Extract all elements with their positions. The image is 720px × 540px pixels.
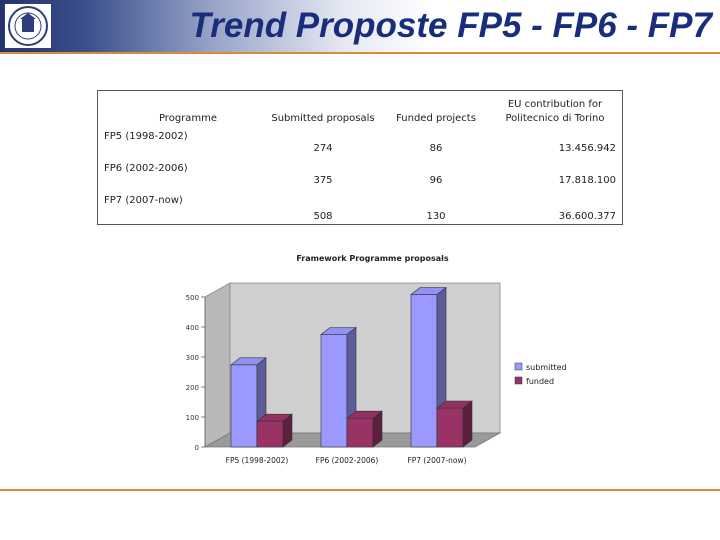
bar-submitted-0: [230, 357, 267, 448]
header-eu-line1: EU contribution for: [507, 99, 603, 110]
bar-top: [230, 357, 267, 366]
row-submitted: 375: [313, 175, 333, 186]
row-funded: 130: [426, 211, 446, 222]
y-tick-label: 400: [186, 324, 199, 332]
legend-label-submitted: submitted: [526, 363, 567, 372]
chart-floor: [203, 432, 502, 448]
bar-funded-0: [256, 413, 293, 448]
bar-front: [320, 334, 348, 448]
row-funded: 86: [429, 143, 443, 154]
slide-title: Trend Proposte FP5 - FP6 - FP7: [189, 6, 712, 45]
y-tick-label: 0: [195, 444, 199, 452]
y-tick-label: 100: [186, 414, 199, 422]
bar-front: [230, 364, 258, 448]
chart-title: Framework Programme proposals: [296, 254, 449, 263]
y-tick-label: 300: [186, 354, 199, 362]
header-band: [0, 0, 720, 52]
bar-funded-2: [436, 400, 473, 448]
x-tick-label: FP5 (1998-2002): [226, 456, 289, 465]
bar-funded-1: [346, 410, 383, 448]
row-submitted: 508: [313, 211, 333, 222]
header-funded: Funded projects: [396, 113, 476, 124]
row-eu: 17.818.100: [558, 175, 616, 186]
header-programme: Programme: [158, 113, 218, 124]
row-programme: FP6 (2002-2006): [104, 163, 188, 174]
row-eu: 36.600.377: [558, 211, 616, 222]
bar-side: [462, 400, 473, 448]
bar-submitted-2: [410, 286, 447, 448]
x-tick-label: FP7 (2007-now): [407, 456, 466, 465]
bar-top: [256, 413, 293, 422]
bar-side: [372, 410, 383, 448]
bar-top: [346, 410, 383, 419]
chart-side-wall: [204, 282, 231, 448]
legend-label-funded: funded: [526, 377, 554, 386]
bar-top: [320, 327, 357, 335]
top-divider: [0, 52, 720, 54]
bottom-divider: [0, 489, 720, 491]
legend-swatch-funded: [514, 376, 523, 385]
y-tick-label: 200: [186, 384, 199, 392]
bar-front: [346, 417, 374, 448]
bar-side: [282, 413, 293, 448]
row-funded: 96: [429, 175, 443, 186]
data-table: Programme Submitted proposals Funded pro…: [97, 90, 623, 225]
bar-side: [346, 326, 357, 448]
chart-back-wall: [229, 282, 501, 434]
row-submitted: 274: [313, 143, 333, 154]
x-tick-label: FP6 (2002-2006): [316, 456, 379, 465]
university-logo: [4, 3, 52, 49]
bar-side: [436, 286, 447, 448]
bar-top: [410, 287, 447, 295]
row-programme: FP7 (2007-now): [104, 195, 183, 206]
bar-front: [410, 294, 438, 448]
row-programme: FP5 (1998-2002): [104, 131, 188, 142]
bar-submitted-1: [320, 326, 357, 448]
bar-front: [256, 420, 284, 448]
bar-front: [436, 407, 464, 448]
header-submitted: Submitted proposals: [271, 113, 375, 124]
bar-top: [436, 400, 473, 409]
bar-side: [256, 357, 267, 448]
row-eu: 13.456.942: [558, 143, 616, 154]
legend-swatch-submitted: [514, 362, 523, 371]
y-tick-label: 500: [186, 294, 199, 302]
header-eu-line2: Politecnico di Torino: [505, 113, 605, 124]
